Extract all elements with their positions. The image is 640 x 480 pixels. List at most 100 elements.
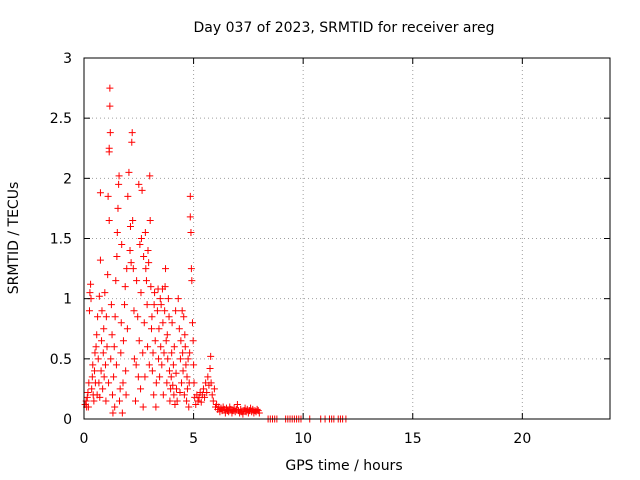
data-point: [130, 307, 138, 315]
data-point: [102, 313, 110, 321]
data-point: [165, 367, 173, 375]
data-point: [176, 389, 184, 397]
data-point: [123, 325, 131, 333]
data-point: [156, 373, 164, 381]
data-point: [121, 283, 129, 291]
y-tick-label: 1.5: [50, 232, 72, 248]
data-point: [116, 385, 124, 393]
x-tick-label: 5: [189, 431, 198, 447]
data-point: [176, 355, 184, 363]
data-point: [97, 367, 105, 375]
data-point: [192, 401, 200, 409]
data-point: [135, 337, 143, 345]
data-point: [134, 373, 142, 381]
data-point: [170, 391, 178, 399]
data-point: [180, 313, 188, 321]
data-point: [93, 331, 101, 339]
data-point: [207, 352, 215, 360]
data-point: [85, 379, 93, 387]
data-point: [167, 373, 175, 381]
data-point: [83, 393, 91, 401]
data-point: [182, 361, 190, 369]
data-point: [162, 265, 170, 273]
y-tick-label: 0: [63, 412, 72, 428]
data-point: [106, 84, 114, 92]
data-point: [136, 241, 144, 249]
data-point: [145, 361, 153, 369]
x-tick-label: 20: [513, 431, 531, 447]
data-point: [137, 289, 145, 297]
data-point: [163, 379, 171, 387]
data-point: [96, 256, 104, 264]
data-point: [209, 397, 217, 405]
data-point: [183, 373, 191, 381]
data-point: [199, 385, 207, 393]
data-point: [96, 393, 104, 401]
data-point: [137, 235, 145, 242]
x-tick-label: 15: [404, 431, 422, 447]
data-point: [207, 379, 215, 387]
data-point: [108, 331, 116, 339]
data-point: [178, 379, 186, 387]
data-point: [129, 265, 137, 273]
data-point: [171, 401, 179, 409]
data-point: [152, 379, 160, 387]
data-point: [100, 373, 108, 381]
chart-title: Day 037 of 2023, SRMTID for receiver are…: [194, 20, 495, 36]
data-point: [177, 337, 185, 345]
data-point: [89, 361, 97, 369]
data-point: [98, 307, 106, 315]
data-point: [157, 301, 165, 309]
data-point: [105, 144, 113, 152]
data-point: [129, 216, 137, 224]
data-point: [144, 247, 152, 255]
data-point: [106, 102, 114, 110]
data-point: [98, 337, 106, 345]
x-tick-label: 0: [80, 431, 89, 447]
data-point: [101, 289, 109, 297]
data-point: [158, 361, 166, 369]
data-point: [126, 247, 134, 255]
data-point: [139, 403, 147, 411]
data-point: [108, 391, 116, 399]
data-points: [81, 84, 350, 423]
y-tick-label: 1: [63, 292, 72, 308]
data-point: [169, 361, 177, 369]
data-point: [115, 180, 123, 188]
data-point: [185, 403, 193, 411]
data-point: [204, 373, 212, 381]
data-point: [95, 292, 103, 300]
data-point: [149, 349, 157, 357]
data-point: [94, 313, 102, 321]
data-point: [117, 319, 125, 327]
data-point: [180, 391, 188, 399]
data-point: [167, 385, 175, 393]
data-point: [151, 289, 159, 297]
data-point: [128, 129, 136, 137]
data-point: [109, 409, 117, 417]
data-point: [85, 307, 93, 315]
data-point: [190, 379, 198, 387]
data-point: [95, 379, 103, 387]
data-point: [183, 397, 191, 405]
data-point: [181, 331, 189, 339]
data-point: [163, 331, 171, 339]
data-point: [113, 253, 121, 261]
y-tick-label: 2: [63, 171, 72, 187]
data-point: [99, 385, 107, 393]
data-point: [168, 349, 176, 357]
data-point: [181, 343, 189, 351]
data-point: [141, 373, 149, 381]
data-point: [86, 289, 94, 297]
data-point: [155, 355, 163, 363]
data-point: [118, 241, 126, 249]
data-point: [206, 364, 214, 372]
data-point: [110, 343, 118, 351]
y-tick-label: 3: [63, 51, 72, 67]
data-point: [110, 373, 118, 381]
data-point: [135, 180, 143, 188]
data-point: [143, 301, 151, 309]
data-point: [84, 389, 92, 397]
data-point: [133, 277, 141, 285]
data-point: [100, 325, 108, 333]
